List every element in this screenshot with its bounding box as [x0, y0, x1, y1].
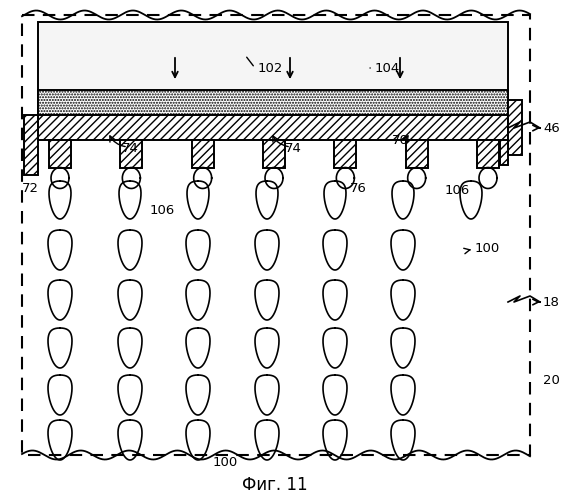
Text: 20: 20: [543, 374, 560, 386]
Text: Фиг. 11: Фиг. 11: [242, 476, 308, 494]
Text: 106: 106: [150, 204, 175, 216]
Text: 70: 70: [392, 134, 409, 146]
Text: 18: 18: [543, 296, 560, 308]
Bar: [191, 140, 213, 168]
Bar: [477, 140, 499, 168]
Bar: [334, 140, 356, 168]
Bar: [38, 90, 508, 115]
Bar: [38, 22, 508, 115]
Text: 74: 74: [285, 142, 302, 154]
Bar: [24, 115, 38, 175]
Text: 106: 106: [445, 184, 470, 196]
Bar: [508, 100, 522, 155]
Text: 76: 76: [350, 182, 367, 194]
Bar: [500, 140, 508, 165]
Bar: [263, 140, 285, 168]
Text: 46: 46: [543, 122, 560, 134]
Bar: [22, 15, 530, 455]
Text: 74: 74: [122, 142, 139, 154]
Bar: [405, 140, 427, 168]
Bar: [38, 115, 508, 140]
Bar: [120, 140, 142, 168]
Text: 102: 102: [258, 62, 284, 74]
Text: 104: 104: [375, 62, 400, 74]
Text: 72: 72: [22, 182, 39, 194]
Text: 100: 100: [212, 456, 238, 468]
Text: 100: 100: [475, 242, 500, 254]
Bar: [49, 140, 71, 168]
